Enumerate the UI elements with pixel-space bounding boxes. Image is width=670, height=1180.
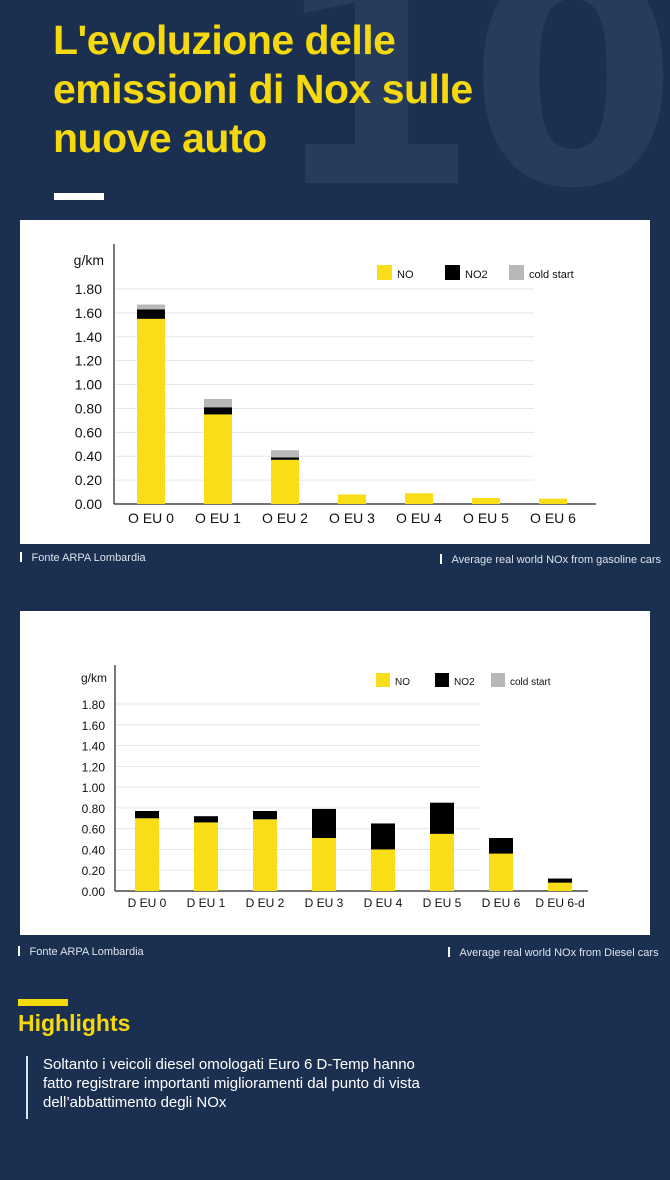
diesel-chart: 0.00 0.20 0.40 0.60 0.80 1.00 1.20 1.40 1.60 1.80… xyxy=(81,665,588,910)
gasoline-bar-cold-start xyxy=(271,450,299,458)
diesel-y-tick-label: 0.40 xyxy=(82,843,106,857)
diesel-y-tick-label: 1.60 xyxy=(82,719,106,733)
diesel-bar-no2 xyxy=(194,816,218,823)
diesel-x-tick-label: D EU 4 xyxy=(364,896,403,910)
diesel-y-tick-label: 0.60 xyxy=(82,823,106,837)
diesel-chart-caption: Average real world NOx from Diesel cars xyxy=(448,947,659,959)
gasoline-y-tick-label: 1.40 xyxy=(75,329,102,345)
gasoline-y-tick-label: 0.00 xyxy=(75,496,102,512)
diesel-bar-no xyxy=(194,822,218,891)
diesel-legend-swatch xyxy=(491,673,505,687)
diesel-x-tick-label: D EU 6-d xyxy=(535,896,584,910)
gasoline-bar-no xyxy=(472,498,500,504)
diesel-legend-swatch xyxy=(376,673,390,687)
gasoline-legend-swatch xyxy=(445,265,460,280)
gasoline-x-tick-label: O EU 2 xyxy=(262,510,308,526)
diesel-legend-label: NO2 xyxy=(454,677,475,688)
gasoline-bar-cold-start xyxy=(204,398,232,408)
highlights-rule xyxy=(26,1056,28,1119)
gasoline-y-tick-label: 0.80 xyxy=(75,400,102,416)
gasoline-bar-no2 xyxy=(271,457,299,460)
diesel-bar-no xyxy=(489,853,513,891)
diesel-x-tick-label: D EU 0 xyxy=(128,896,167,910)
diesel-legend-label: cold start xyxy=(510,677,551,688)
diesel-y-tick-label: 1.80 xyxy=(82,698,106,712)
gasoline-legend-label: cold start xyxy=(529,269,574,281)
diesel-y-tick-label: 0.20 xyxy=(82,864,106,878)
diesel-y-axis-label: g/km xyxy=(81,671,107,685)
gasoline-x-tick-label: O EU 3 xyxy=(329,510,375,526)
highlights-text: Soltanto i veicoli diesel omologati Euro… xyxy=(43,1056,420,1111)
diesel-bar-no xyxy=(135,818,159,891)
gasoline-x-tick-label: O EU 0 xyxy=(128,510,174,526)
diesel-x-tick-label: D EU 2 xyxy=(246,896,285,910)
gasoline-chart-card: 0.00 0.20 0.40 0.60 0.80 1.00 1.20 1.40 1.60 1.80… xyxy=(20,220,650,544)
diesel-y-tick-label: 0.00 xyxy=(82,885,106,899)
gasoline-bar-no xyxy=(137,318,165,504)
gasoline-legend-swatch xyxy=(377,265,392,280)
diesel-x-tick-label: D EU 5 xyxy=(423,896,462,910)
gasoline-x-tick-label: O EU 5 xyxy=(463,510,509,526)
gasoline-y-tick-label: 1.80 xyxy=(75,281,102,297)
diesel-bar-no2 xyxy=(489,838,513,854)
gasoline-y-tick-label: 1.00 xyxy=(75,377,102,393)
gasoline-y-tick-label: 0.60 xyxy=(75,424,102,440)
gasoline-y-tick-label: 0.20 xyxy=(75,472,102,488)
diesel-bar-no xyxy=(312,838,336,891)
gasoline-bar-no2 xyxy=(137,309,165,319)
gasoline-x-tick-label: O EU 1 xyxy=(195,510,241,526)
diesel-y-tick-label: 0.80 xyxy=(82,802,106,816)
diesel-legend-swatch xyxy=(435,673,449,687)
gasoline-y-tick-label: 0.40 xyxy=(75,448,102,464)
gasoline-legend-swatch xyxy=(509,265,524,280)
diesel-legend-label: NO xyxy=(395,677,410,688)
gasoline-bar-no2 xyxy=(204,407,232,415)
gasoline-bar-no xyxy=(539,498,567,504)
highlights-accent-bar xyxy=(18,999,68,1006)
page-title: L'evoluzione delle emissioni di Nox sull… xyxy=(53,17,473,161)
gasoline-bar-no xyxy=(271,459,299,504)
diesel-bar-no xyxy=(253,819,277,891)
diesel-bar-no xyxy=(548,882,572,891)
gasoline-chart-caption: Average real world NOx from gasoline car… xyxy=(440,554,662,566)
diesel-x-tick-label: D EU 6 xyxy=(482,896,521,910)
gasoline-chart: 0.00 0.20 0.40 0.60 0.80 1.00 1.20 1.40 1.60 1.80… xyxy=(74,244,596,526)
diesel-bar-no2 xyxy=(548,878,572,883)
diesel-y-tick-label: 1.20 xyxy=(82,760,106,774)
diesel-bar-no xyxy=(371,849,395,891)
diesel-x-tick-label: D EU 1 xyxy=(187,896,226,910)
diesel-bar-no2 xyxy=(430,802,454,834)
gasoline-bar-no xyxy=(204,414,232,504)
diesel-chart-source: Fonte ARPA Lombardia xyxy=(18,946,144,958)
diesel-bar-no2 xyxy=(371,823,395,850)
gasoline-legend-label: NO xyxy=(397,269,414,281)
gasoline-x-tick-label: O EU 4 xyxy=(396,510,442,526)
gasoline-y-tick-label: 1.60 xyxy=(75,305,102,321)
background-number: 10 xyxy=(270,0,670,254)
diesel-bar-no2 xyxy=(253,811,277,820)
diesel-y-tick-label: 1.00 xyxy=(82,781,106,795)
gasoline-bar-no xyxy=(405,493,433,504)
gasoline-y-tick-label: 1.20 xyxy=(75,353,102,369)
highlights-title: Highlights xyxy=(18,1010,131,1036)
title-underline xyxy=(54,193,104,200)
gasoline-bar-no xyxy=(338,494,366,504)
diesel-bar-no2 xyxy=(312,808,336,839)
diesel-bar-no2 xyxy=(135,811,159,819)
diesel-chart-card: 0.00 0.20 0.40 0.60 0.80 1.00 1.20 1.40 1.60 1.80… xyxy=(20,611,650,935)
diesel-bar-no xyxy=(430,833,454,891)
diesel-y-tick-label: 1.40 xyxy=(82,740,106,754)
gasoline-legend-label: NO2 xyxy=(465,269,488,281)
gasoline-x-tick-label: O EU 6 xyxy=(530,510,576,526)
gasoline-y-axis-label: g/km xyxy=(74,252,104,268)
gasoline-chart-source: Fonte ARPA Lombardia xyxy=(20,552,146,564)
gasoline-bar-cold-start xyxy=(137,304,165,310)
diesel-x-tick-label: D EU 3 xyxy=(305,896,344,910)
